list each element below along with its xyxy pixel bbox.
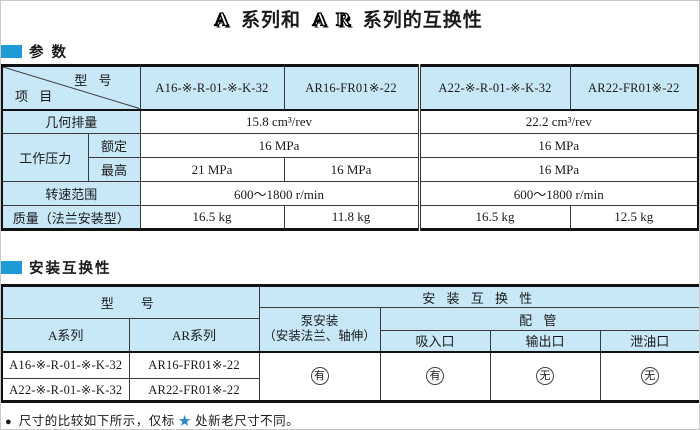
footnote-text-before: 尺寸的比较如下所示，仅标 xyxy=(18,414,175,428)
star-icon: ★ xyxy=(178,414,192,428)
outlet-port-header: 输出口 xyxy=(489,330,601,353)
row-label-displacement: 几何排量 xyxy=(1,109,141,134)
max-pressure-a16-value: 21 MPa xyxy=(139,157,285,182)
drain-value-cell: 无 xyxy=(599,351,699,402)
interchangeability-group-header: 安 装 互 换 性 xyxy=(258,285,699,308)
blue-square-bullet-icon xyxy=(1,45,22,58)
drain-port-header: 泄油口 xyxy=(599,330,699,353)
column-header-ar22: AR22-FR01※-22 xyxy=(569,65,699,111)
mass-a22-value: 16.5 kg xyxy=(417,205,571,230)
circled-has-value: 有 xyxy=(426,367,445,386)
corner-model-label: 型 号 xyxy=(74,73,116,88)
max-pressure-ar16-value: 16 MPa xyxy=(283,157,420,182)
circled-none-value: 无 xyxy=(640,367,659,386)
mass-ar16-value: 11.8 kg xyxy=(283,205,420,230)
max-pressure-right-value: 16 MPa xyxy=(417,157,699,182)
section-parameters-heading: 参 数 xyxy=(1,41,68,62)
page-title: A 系列和 A R 系列的互换性 xyxy=(1,5,699,32)
series-ar-logo-r: R xyxy=(335,9,352,31)
circled-none-value: 无 xyxy=(536,367,555,386)
suction-port-header: 吸入口 xyxy=(379,330,491,353)
blue-square-bullet-icon xyxy=(1,261,22,274)
bullet-dot-icon: ● xyxy=(5,416,13,428)
row-label-mass: 质量（法兰安装型） xyxy=(1,205,141,230)
circled-has-value: 有 xyxy=(310,367,329,386)
suction-value-cell: 有 xyxy=(379,351,491,402)
ar-series-header: AR系列 xyxy=(128,318,260,353)
row-label-working-pressure: 工作压力 xyxy=(1,133,89,182)
outlet-value-cell: 无 xyxy=(489,351,601,402)
mass-a16-value: 16.5 kg xyxy=(139,205,285,230)
title-text-mid: 系列和 xyxy=(240,10,301,31)
pump-mount-line2: （安装法兰、轴伸） xyxy=(263,329,376,344)
displacement-left-value: 15.8 cm³/rev xyxy=(139,109,420,134)
section-mounting-label: 安装互换性 xyxy=(29,261,112,277)
diagonal-line xyxy=(3,67,140,109)
column-header-ar16: AR16-FR01※-22 xyxy=(283,65,420,111)
column-header-a22: A22-※-R-01-※-K-32 xyxy=(417,65,571,111)
displacement-right-value: 22.2 cm³/rev xyxy=(417,109,699,134)
parameters-table: 型 号 项 目 A16-※-R-01-※-K-32 AR16-FR01※-22 … xyxy=(1,64,699,231)
corner-item-label: 项 目 xyxy=(15,88,57,104)
corner-header-cell: 型 号 项 目 xyxy=(1,65,141,111)
row-label-speed-range: 转速范围 xyxy=(1,181,141,206)
title-text-tail: 系列的互换性 xyxy=(362,10,483,31)
speed-right-value: 600～1800 r/min xyxy=(417,181,699,206)
rated-pressure-right-value: 16 MPa xyxy=(417,133,699,158)
a-series-header: A系列 xyxy=(1,318,130,353)
ar22-model-cell: AR22-FR01※-22 xyxy=(128,378,260,402)
piping-group-header: 配 管 xyxy=(379,307,699,331)
model-group-header: 型 号 xyxy=(1,285,260,319)
pump-mount-line1: 泵安装 xyxy=(300,313,339,328)
footnote: ● 尺寸的比较如下所示，仅标 ★ 处新老尺寸不同。 xyxy=(5,410,299,429)
series-ar-logo-a: A xyxy=(312,9,328,31)
row-label-max: 最高 xyxy=(87,157,141,182)
ar16-model-cell: AR16-FR01※-22 xyxy=(128,351,260,379)
pump-mount-header: 泵安装 （安装法兰、轴伸） xyxy=(258,307,381,353)
section-mounting-heading: 安装互换性 xyxy=(1,257,112,278)
rated-pressure-left-value: 16 MPa xyxy=(139,133,420,158)
section-parameters-label: 参 数 xyxy=(29,45,69,61)
speed-left-value: 600～1800 r/min xyxy=(139,181,420,206)
footnote-text-after: 处新老尺寸不同。 xyxy=(195,414,300,428)
pump-mount-value-cell: 有 xyxy=(258,351,381,402)
row-label-rated: 额定 xyxy=(87,133,141,158)
series-a-logo: A xyxy=(214,9,230,31)
a22-model-cell: A22-※-R-01-※-K-32 xyxy=(1,378,130,402)
mass-ar22-value: 12.5 kg xyxy=(569,205,699,230)
a16-model-cell: A16-※-R-01-※-K-32 xyxy=(1,351,130,379)
mounting-table: 型 号 安 装 互 换 性 泵安装 （安装法兰、轴伸） 配 管 A系列 AR系列… xyxy=(1,284,699,403)
column-header-a16: A16-※-R-01-※-K-32 xyxy=(139,65,285,111)
